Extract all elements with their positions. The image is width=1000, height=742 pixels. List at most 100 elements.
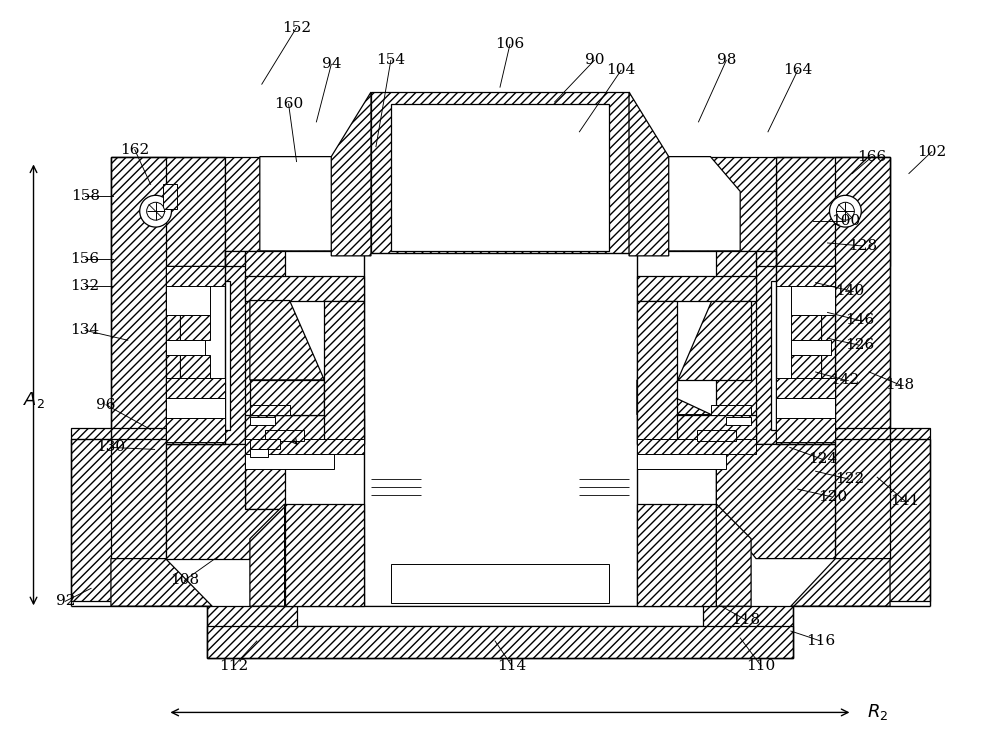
- Bar: [180, 355, 210, 380]
- Text: 156: 156: [71, 252, 100, 266]
- Bar: [726, 417, 751, 424]
- Bar: [250, 450, 268, 457]
- Bar: [297, 606, 703, 626]
- Text: 116: 116: [806, 634, 835, 648]
- Bar: [180, 315, 210, 341]
- Bar: [111, 157, 225, 266]
- Bar: [637, 415, 756, 444]
- Polygon shape: [677, 301, 751, 380]
- Bar: [791, 341, 831, 355]
- Text: 100: 100: [831, 214, 860, 228]
- Bar: [835, 157, 890, 439]
- Polygon shape: [250, 301, 324, 380]
- Bar: [637, 276, 756, 301]
- Polygon shape: [111, 439, 166, 559]
- Text: 90: 90: [585, 53, 604, 68]
- Bar: [250, 417, 275, 424]
- Text: 128: 128: [848, 239, 877, 253]
- Bar: [716, 251, 776, 444]
- Text: 92: 92: [56, 594, 75, 608]
- Circle shape: [140, 195, 171, 227]
- Bar: [371, 92, 629, 256]
- Bar: [637, 454, 726, 469]
- Text: 98: 98: [717, 53, 736, 68]
- Text: 110: 110: [746, 659, 776, 673]
- Bar: [791, 286, 835, 315]
- Text: 130: 130: [96, 441, 125, 454]
- Polygon shape: [166, 444, 285, 559]
- Polygon shape: [835, 439, 890, 559]
- Text: 166: 166: [858, 150, 887, 164]
- Polygon shape: [285, 504, 364, 606]
- Bar: [166, 266, 245, 444]
- Bar: [225, 157, 776, 251]
- Text: 120: 120: [818, 490, 847, 504]
- Bar: [166, 341, 205, 355]
- Text: 154: 154: [376, 53, 405, 68]
- Text: 112: 112: [219, 659, 249, 673]
- Text: 164: 164: [783, 63, 812, 77]
- Bar: [791, 355, 821, 380]
- Bar: [163, 185, 177, 209]
- Bar: [324, 301, 364, 444]
- Bar: [166, 418, 225, 442]
- Text: 162: 162: [120, 142, 149, 157]
- Bar: [776, 418, 835, 442]
- Bar: [776, 398, 835, 418]
- Bar: [697, 430, 736, 441]
- Bar: [166, 266, 225, 286]
- Text: 102: 102: [917, 145, 946, 159]
- Bar: [637, 439, 756, 454]
- Bar: [265, 430, 304, 441]
- Bar: [364, 253, 637, 615]
- Bar: [391, 563, 609, 603]
- Bar: [207, 626, 793, 658]
- Text: 152: 152: [282, 21, 311, 35]
- Text: 124: 124: [808, 453, 837, 466]
- Bar: [776, 266, 835, 286]
- Polygon shape: [250, 380, 324, 415]
- Text: 160: 160: [274, 97, 303, 111]
- Polygon shape: [716, 444, 835, 559]
- Bar: [166, 378, 225, 398]
- Bar: [207, 606, 793, 658]
- Bar: [791, 315, 821, 341]
- Polygon shape: [637, 380, 711, 415]
- Text: 146: 146: [845, 313, 874, 327]
- Bar: [716, 444, 756, 509]
- Polygon shape: [111, 559, 212, 606]
- Polygon shape: [331, 92, 371, 256]
- Bar: [391, 104, 609, 251]
- Bar: [225, 251, 285, 444]
- Text: 114: 114: [497, 659, 527, 673]
- Text: 122: 122: [835, 472, 864, 486]
- Text: 96: 96: [96, 398, 116, 412]
- Bar: [111, 157, 166, 439]
- Bar: [166, 286, 210, 315]
- Polygon shape: [260, 157, 361, 251]
- Text: $A_2$: $A_2$: [23, 390, 45, 410]
- Text: 104: 104: [606, 63, 636, 77]
- Circle shape: [830, 195, 861, 227]
- Polygon shape: [716, 504, 751, 606]
- Bar: [71, 427, 166, 601]
- Text: 94: 94: [322, 57, 341, 71]
- Circle shape: [836, 203, 854, 220]
- Polygon shape: [629, 92, 669, 256]
- Polygon shape: [791, 559, 890, 606]
- Bar: [180, 280, 230, 430]
- Text: 148: 148: [885, 378, 915, 392]
- Bar: [245, 444, 285, 509]
- Bar: [711, 404, 751, 415]
- Bar: [776, 378, 835, 398]
- Bar: [250, 404, 290, 415]
- Bar: [771, 280, 821, 430]
- Bar: [245, 276, 364, 301]
- Text: 134: 134: [71, 324, 100, 338]
- Bar: [756, 266, 835, 444]
- Text: 106: 106: [495, 37, 525, 51]
- Bar: [250, 439, 280, 450]
- Text: 132: 132: [71, 279, 100, 292]
- Text: 140: 140: [835, 283, 864, 298]
- Polygon shape: [250, 504, 285, 606]
